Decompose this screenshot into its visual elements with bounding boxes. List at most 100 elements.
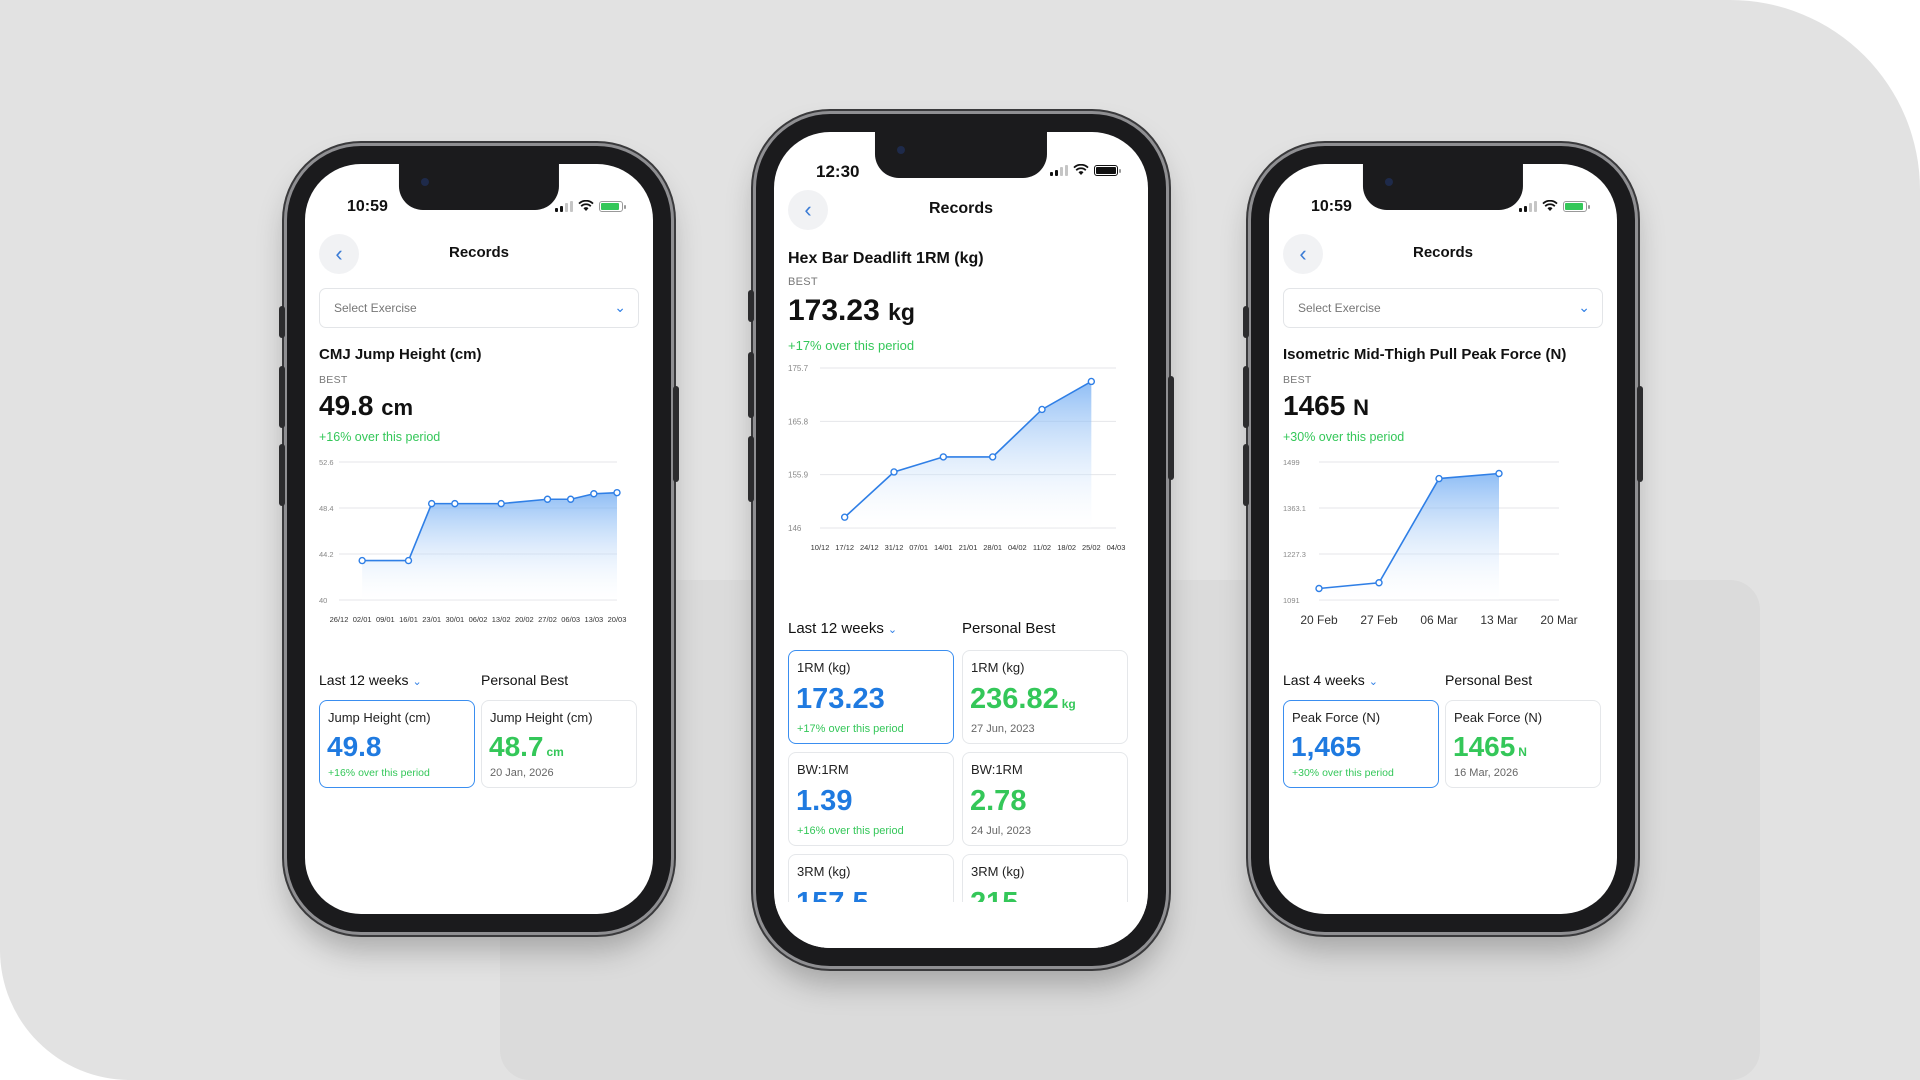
x-tick-label: 10/12 (811, 543, 830, 552)
progress-chart: 52.6 48.4 44.2 40 26/12 02/01 09/01 16/01 23/01 3… (319, 458, 627, 624)
period-dropdown[interactable]: Last 12 weeks ⌄ (319, 672, 422, 688)
data-point (358, 556, 366, 565)
back-button[interactable]: ‹ (319, 234, 359, 274)
series-area (362, 492, 617, 600)
wifi-icon (1542, 200, 1558, 211)
series-area (1319, 473, 1499, 600)
status-time: 10:59 (347, 198, 388, 215)
summary-header: Last 12 weeks ⌄ Personal Best (305, 672, 653, 694)
data-point (427, 499, 436, 508)
card-value: 173.23 (796, 683, 885, 715)
x-tick-label: 06/03 (561, 615, 580, 624)
x-tick-label: 20 Feb (1300, 613, 1338, 627)
current-bw-ratio-card[interactable]: BW:1RM 1.39 +16% over this period (788, 752, 954, 846)
side-button (279, 306, 285, 338)
camera (896, 146, 905, 154)
card-value: 1465 N (1453, 731, 1527, 762)
x-tick-label: 07/01 (909, 543, 928, 552)
card-change: +16% over this period (797, 825, 904, 837)
data-point (890, 468, 898, 476)
current-card[interactable]: Jump Height (cm) 49.8 +16% over this per… (319, 700, 475, 788)
exercise-select[interactable]: Select Exercise ⌄ (319, 288, 639, 328)
card-change: +16% over this period (328, 767, 430, 779)
best-value: 173.23 kg (788, 294, 915, 327)
chevron-down-icon: ⌄ (1578, 299, 1590, 315)
current-1rm-card[interactable]: 1RM (kg) 173.23 +17% over this period (788, 650, 954, 744)
personal-best-card[interactable]: Jump Height (cm) 48.7 cm 20 Jan, 2026 (481, 700, 637, 788)
period-dropdown[interactable]: Last 12 weeks ⌄ (788, 620, 898, 637)
data-point (451, 499, 459, 508)
screen-right: 10:59 ‹ Records Select Exercise ⌄ Isomet… (1269, 164, 1617, 914)
y-tick-label: 1363.1 (1283, 504, 1306, 513)
x-tick-label: 26/12 (330, 615, 349, 624)
personal-best-label: Personal Best (962, 620, 1056, 637)
signal-icon (1050, 165, 1068, 176)
x-tick-label: 20/03 (608, 615, 627, 624)
change-text: +30% over this period (1283, 430, 1405, 444)
select-placeholder: Select Exercise (334, 301, 417, 315)
card-value: 49.8 (327, 731, 382, 762)
side-button (1243, 444, 1249, 506)
data-point (1375, 579, 1383, 587)
back-button[interactable]: ‹ (1283, 234, 1323, 274)
best-1rm-card[interactable]: 1RM (kg) 236.82 kg 27 Jun, 2023 (962, 650, 1128, 744)
phone-left: 10:59 ‹ Records Select Exercise ⌄ CMJ Ju… (279, 146, 679, 932)
card-date: 27 Jun, 2023 (971, 723, 1035, 735)
x-tick-label: 16/01 (399, 615, 418, 624)
x-tick-label: 20/02 (515, 615, 534, 624)
screen-center: 12:30 ‹ Records Hex Bar Deadlift 1RM (kg… (774, 132, 1148, 948)
battery-icon (1563, 201, 1590, 212)
data-point (590, 490, 598, 498)
card-label: Jump Height (cm) (490, 710, 593, 725)
best-label: BEST (319, 374, 348, 386)
x-tick-label: 06/02 (469, 615, 488, 624)
notch (398, 164, 560, 210)
signal-icon (555, 201, 573, 212)
header: ‹ Records (1269, 234, 1617, 278)
exercise-title: Hex Bar Deadlift 1RM (kg) (788, 250, 984, 267)
x-tick-label: 17/12 (835, 543, 854, 552)
side-button (1168, 376, 1174, 480)
signal-icon (1519, 201, 1537, 212)
x-tick-label: 30/01 (445, 615, 464, 624)
header: ‹ Records (774, 190, 1148, 234)
chevron-down-icon: ⌄ (412, 676, 422, 688)
data-point (1038, 405, 1046, 414)
exercise-title: Isometric Mid-Thigh Pull Peak Force (N) (1283, 346, 1567, 363)
camera (420, 178, 429, 186)
period-dropdown[interactable]: Last 4 weeks ⌄ (1283, 672, 1378, 688)
back-button[interactable]: ‹ (788, 190, 828, 230)
progress-chart: 175.7 165.8 155.9 146 10/12 17/12 24/12 31/12 07… (788, 364, 1125, 552)
side-button (748, 352, 754, 418)
card-label: Jump Height (cm) (328, 710, 431, 725)
y-tick-label: 146 (788, 524, 802, 533)
series-line (1318, 472, 1500, 590)
data-point (1495, 469, 1503, 478)
x-tick-label: 09/01 (376, 615, 395, 624)
data-point (404, 556, 413, 565)
current-card[interactable]: Peak Force (N) 1,465 +30% over this peri… (1283, 700, 1439, 788)
best-label: BEST (1283, 374, 1312, 386)
data-point (543, 495, 552, 503)
exercise-select[interactable]: Select Exercise ⌄ (1283, 288, 1603, 328)
x-tick-label: 28/01 (983, 543, 1002, 552)
change-text: +17% over this period (788, 338, 915, 353)
status-icons (555, 200, 626, 212)
data-point (988, 453, 997, 461)
data-point (1435, 474, 1443, 483)
page-title: Records (1412, 244, 1474, 261)
x-tick-label: 31/12 (885, 543, 904, 552)
series-area (844, 381, 1092, 528)
side-button (1243, 366, 1249, 428)
battery-icon (1094, 165, 1121, 176)
camera (1384, 178, 1393, 186)
data-point (497, 499, 505, 508)
x-tick-label: 27 Feb (1360, 613, 1398, 627)
personal-best-card[interactable]: Peak Force (N) 1465 N 16 Mar, 2026 (1445, 700, 1601, 788)
page-title: Records (448, 244, 510, 261)
card-date: 16 Mar, 2026 (1454, 767, 1519, 779)
best-bw-ratio-card[interactable]: BW:1RM 2.78 24 Jul, 2023 (962, 752, 1128, 846)
x-tick-label: 06 Mar (1420, 613, 1457, 627)
battery-icon (599, 201, 626, 212)
y-tick-label: 52.6 (319, 458, 334, 467)
